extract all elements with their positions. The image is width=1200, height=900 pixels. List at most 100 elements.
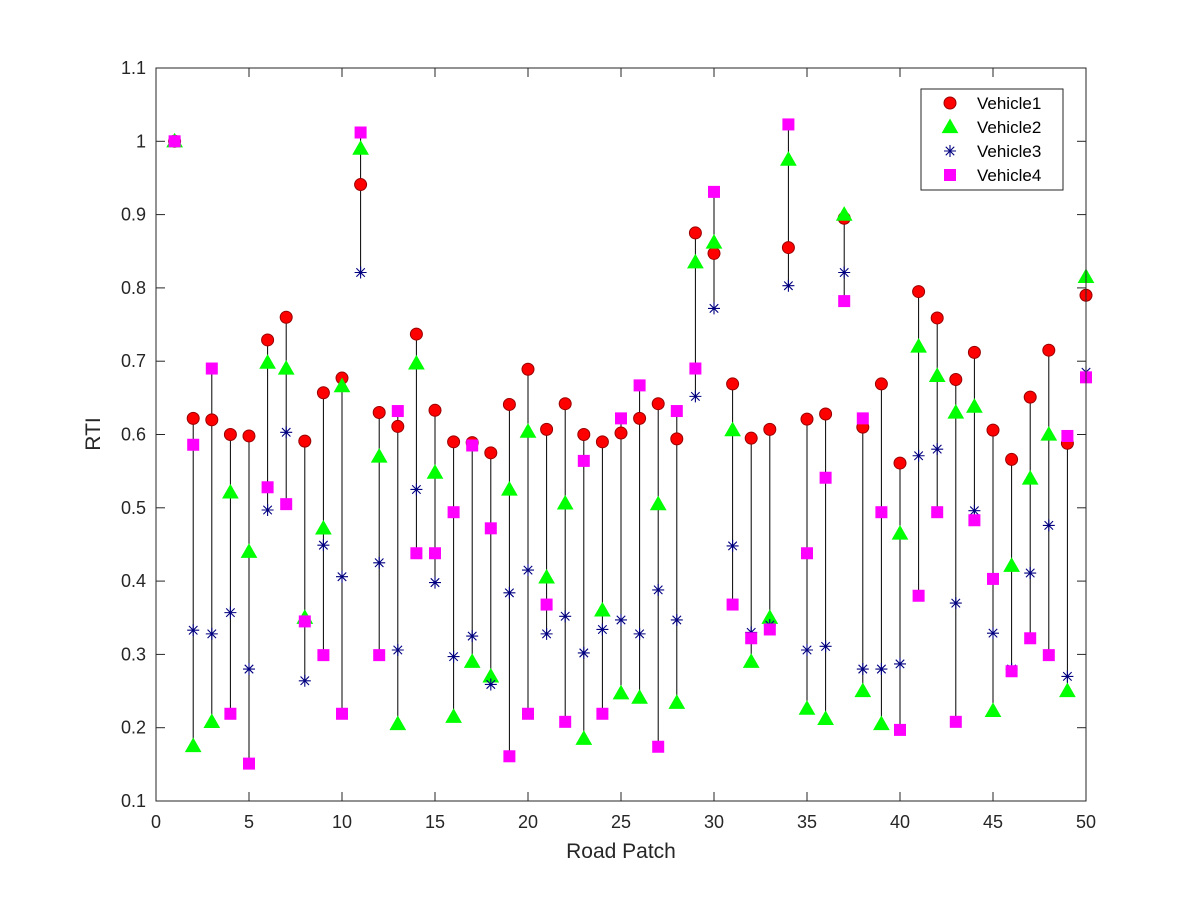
- vehicle1-point: [354, 178, 368, 192]
- vehicle1-point: [391, 419, 405, 433]
- vehicle3-point: [577, 646, 590, 659]
- vehicle2-point: [389, 715, 407, 731]
- vehicle2-point: [649, 495, 667, 511]
- vehicle2-point: [854, 682, 872, 698]
- vehicle4-point: [689, 362, 702, 375]
- vehicle4-point: [894, 723, 906, 736]
- vehicle4-point: [1005, 665, 1018, 678]
- vehicle3-point: [336, 570, 348, 583]
- x-tick-label: 25: [611, 812, 631, 832]
- vehicle2-point: [817, 710, 834, 726]
- vehicle2-point: [928, 367, 946, 382]
- x-tick-label: 10: [332, 812, 352, 832]
- vehicle1-point: [688, 226, 702, 240]
- vehicle4-point: [745, 632, 758, 645]
- vehicle4-point: [1042, 649, 1055, 662]
- vehicle2-point: [705, 233, 723, 249]
- vehicle1-point: [186, 411, 200, 425]
- vehicle2-point: [408, 354, 425, 370]
- vehicle3-point: [708, 302, 720, 315]
- vehicle2-point: [631, 689, 648, 704]
- vehicle1-point: [670, 432, 684, 446]
- vehicle1-point: [261, 333, 275, 347]
- vehicle3-legend-marker: [944, 145, 956, 157]
- vehicle3-point: [615, 613, 627, 626]
- x-tick-label: 0: [151, 812, 161, 832]
- vehicle1-point: [633, 411, 647, 425]
- vehicle2-point: [1003, 557, 1020, 572]
- vehicle4-point: [447, 506, 460, 519]
- vehicle4-point: [838, 295, 851, 308]
- vehicle3-point: [447, 650, 460, 663]
- vehicle3-point: [894, 657, 906, 670]
- vehicle2-point: [835, 206, 853, 221]
- vehicle3-point: [912, 449, 925, 462]
- x-tick-label: 50: [1076, 812, 1096, 832]
- vehicle4-point: [633, 379, 646, 392]
- x-tick-label: 5: [244, 812, 254, 832]
- vehicle1-point: [484, 446, 498, 460]
- y-tick-label: 0.7: [121, 351, 146, 371]
- vehicle3-point: [410, 483, 423, 496]
- vehicle1-point: [540, 422, 554, 436]
- vehicle3-point: [1042, 519, 1055, 532]
- vehicle1-point: [428, 403, 442, 417]
- vehicle4-point: [540, 598, 553, 611]
- vehicle3-point: [429, 576, 441, 589]
- vehicle3-point: [819, 640, 832, 653]
- vehicle4-point: [912, 589, 925, 602]
- vehicle4-legend-label: Vehicle4: [977, 166, 1041, 185]
- vehicle4-point: [373, 649, 386, 662]
- vehicle1-point: [558, 397, 572, 411]
- vehicle1-point: [614, 426, 628, 440]
- y-tick-label: 0.5: [121, 498, 146, 518]
- vehicle3-point: [243, 663, 255, 676]
- vehicle1-point: [521, 362, 535, 376]
- vehicle3-point: [949, 597, 962, 610]
- vehicle2-point: [556, 494, 574, 510]
- vehicle3-point: [652, 583, 665, 596]
- vehicle3-point: [596, 623, 609, 636]
- vehicle3-legend-label: Vehicle3: [977, 142, 1041, 161]
- legend-items: Vehicle1 Vehicle2 Vehicle3 Vehicle4: [941, 94, 1041, 185]
- x-axis-title: Road Patch: [566, 840, 676, 863]
- vehicle1-point: [726, 377, 740, 391]
- vehicle1-point: [707, 246, 721, 260]
- vehicle4-point: [168, 135, 181, 148]
- vehicle2-point: [780, 151, 797, 166]
- vehicle4-point: [187, 438, 200, 451]
- vehicle1-point: [819, 407, 833, 421]
- vehicle1-point: [242, 429, 256, 443]
- vehicle1-point: [447, 435, 461, 449]
- vehicle4-point: [224, 707, 237, 720]
- vehicle3-point: [875, 663, 888, 676]
- vehicle2-point: [612, 684, 630, 700]
- vehicle4-point: [503, 750, 516, 763]
- vehicle4-point: [522, 707, 534, 720]
- vehicle3-point: [987, 627, 999, 640]
- vehicle1-point: [874, 377, 888, 391]
- vehicle4-point: [615, 412, 627, 425]
- vehicle1-point: [893, 456, 907, 470]
- vehicle3-point: [261, 503, 274, 516]
- vehicle3-point: [205, 627, 218, 640]
- vehicle4-point: [949, 715, 962, 728]
- x-tick-label: 30: [704, 812, 724, 832]
- x-tick-label: 40: [890, 812, 910, 832]
- x-tick-label: 35: [797, 812, 817, 832]
- vehicle2-point: [1040, 425, 1058, 441]
- vehicle3-point: [280, 426, 293, 439]
- vehicle1-point: [912, 285, 926, 299]
- vehicle2-point: [873, 715, 890, 731]
- vehicle1-point: [986, 423, 1000, 437]
- vehicle4-point: [987, 572, 999, 585]
- vehicle1-point: [930, 311, 944, 325]
- vehicle4-point: [410, 547, 423, 560]
- vehicle1-legend-label: Vehicle1: [977, 94, 1041, 113]
- vehicle3-point: [391, 644, 404, 657]
- y-tick-label: 0.1: [121, 791, 146, 811]
- x-tick-label: 20: [518, 812, 538, 832]
- vehicle2-point: [538, 568, 555, 584]
- vehicle3-point: [559, 610, 572, 623]
